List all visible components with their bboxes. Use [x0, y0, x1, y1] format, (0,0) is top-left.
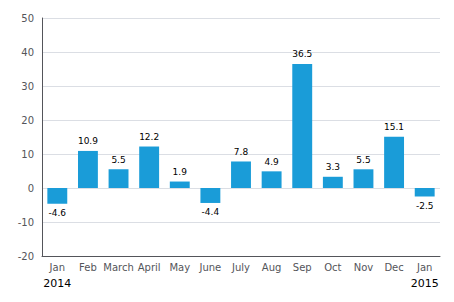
svg-text:30: 30 — [21, 81, 34, 92]
svg-text:Jan: Jan — [416, 262, 432, 273]
svg-text:7.8: 7.8 — [234, 147, 249, 157]
svg-text:2015: 2015 — [411, 277, 439, 290]
svg-text:5.5: 5.5 — [111, 155, 125, 165]
svg-text:March: March — [103, 262, 133, 273]
svg-text:10: 10 — [21, 149, 34, 160]
svg-text:Feb: Feb — [79, 262, 97, 273]
svg-text:40: 40 — [21, 47, 34, 58]
svg-text:-10: -10 — [18, 217, 34, 228]
svg-text:July: July — [231, 262, 250, 273]
svg-text:Dec: Dec — [384, 262, 403, 273]
svg-text:Oct: Oct — [324, 262, 341, 273]
svg-text:Nov: Nov — [354, 262, 374, 273]
svg-text:15.1: 15.1 — [384, 122, 404, 132]
svg-text:50: 50 — [21, 13, 34, 24]
svg-text:0: 0 — [28, 183, 34, 194]
svg-text:May: May — [169, 262, 190, 273]
svg-text:Aug: Aug — [262, 262, 282, 273]
svg-text:5.5: 5.5 — [356, 155, 370, 165]
svg-text:-2.5: -2.5 — [416, 201, 434, 211]
svg-text:2014: 2014 — [43, 277, 71, 290]
svg-text:3.3: 3.3 — [326, 162, 340, 172]
svg-text:Sep: Sep — [293, 262, 312, 273]
svg-text:April: April — [138, 262, 161, 273]
svg-text:12.2: 12.2 — [139, 132, 159, 142]
svg-text:1.9: 1.9 — [173, 167, 188, 177]
svg-text:20: 20 — [21, 115, 34, 126]
svg-text:Jan: Jan — [49, 262, 65, 273]
svg-text:-20: -20 — [18, 251, 34, 262]
svg-text:-4.6: -4.6 — [49, 208, 67, 218]
svg-text:10.9: 10.9 — [78, 136, 98, 146]
svg-text:36.5: 36.5 — [292, 49, 312, 59]
svg-text:June: June — [198, 262, 221, 273]
svg-text:4.9: 4.9 — [264, 157, 279, 167]
svg-text:-4.4: -4.4 — [202, 207, 220, 217]
